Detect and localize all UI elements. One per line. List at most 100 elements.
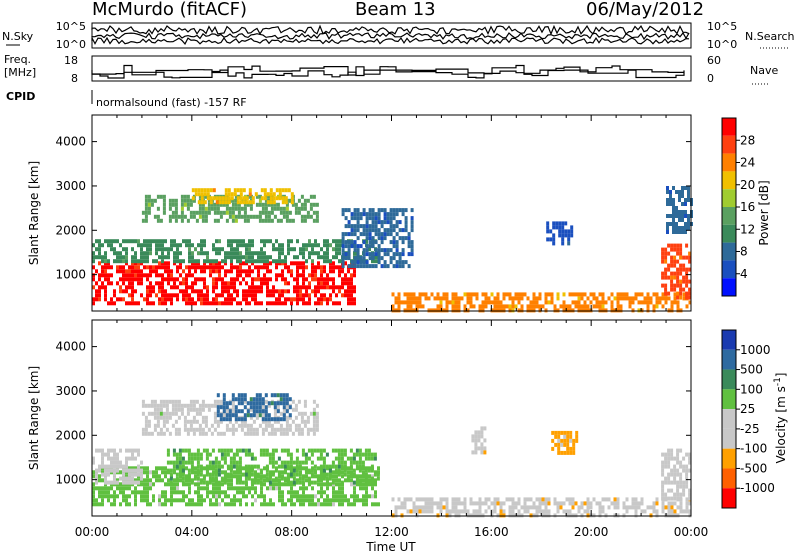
- range-gate-cell: [165, 427, 169, 432]
- range-gate-cell: [201, 206, 205, 211]
- range-gate-cell: [356, 224, 360, 229]
- range-gate-cell: [305, 474, 308, 479]
- range-gate-cell: [307, 448, 311, 453]
- range-gate-cell: [306, 427, 310, 432]
- range-gate-cell: [239, 196, 243, 201]
- range-gate-cell: [183, 214, 187, 219]
- range-gate-cell: [323, 269, 326, 274]
- cpid-label: CPID: [6, 90, 35, 103]
- range-gate-cell: [398, 260, 402, 265]
- range-gate-cell: [280, 460, 284, 465]
- range-gate-cell: [104, 255, 107, 260]
- range-gate-cell: [143, 259, 146, 264]
- range-gate-cell: [269, 289, 272, 294]
- range-gate-cell: [392, 252, 396, 257]
- range-gate-cell: [568, 497, 572, 502]
- range-gate-cell: [221, 259, 224, 264]
- range-gate-cell: [302, 273, 305, 278]
- range-gate-cell: [222, 409, 226, 414]
- range-gate-cell: [679, 464, 683, 469]
- range-gate-cell: [269, 269, 272, 274]
- range-gate-cell: [158, 285, 161, 290]
- range-gate-cell: [252, 431, 256, 436]
- range-gate-cell: [341, 470, 344, 475]
- range-gate-cell: [249, 194, 253, 199]
- range-gate-cell: [165, 415, 169, 420]
- range-gate-cell: [298, 464, 302, 469]
- freq-trace-line: [92, 69, 685, 79]
- range-gate-cell: [198, 403, 202, 408]
- noise-trace-line: [91, 36, 690, 45]
- range-gate-cell: [344, 289, 347, 294]
- range-gate-cell: [337, 464, 341, 469]
- range-gate-cell: [652, 501, 656, 506]
- range-gate-cell: [113, 293, 116, 298]
- range-gate-cell: [676, 513, 680, 518]
- range-gate-cell: [119, 243, 122, 248]
- range-gate-cell: [122, 277, 125, 282]
- range-gate-cell: [490, 308, 494, 313]
- range-gate-cell: [676, 300, 680, 305]
- range-gate-cell: [236, 293, 239, 298]
- range-gate-cell: [303, 202, 307, 207]
- range-gate-cell: [122, 476, 125, 481]
- range-gate-cell: [218, 273, 221, 278]
- range-gate-cell: [170, 277, 173, 282]
- range-gate-cell: [260, 277, 263, 282]
- range-gate-cell: [233, 251, 236, 256]
- range-gate-cell: [198, 407, 202, 412]
- range-gate-cell: [673, 496, 677, 501]
- range-gate-cell: [276, 409, 280, 414]
- range-gate-cell: [314, 239, 317, 244]
- range-gate-cell: [240, 206, 244, 211]
- range-gate-cell: [288, 198, 292, 203]
- range-gate-cell: [359, 264, 363, 269]
- range-gate-cell: [296, 490, 299, 495]
- colorbar-swatch: [722, 153, 736, 172]
- range-gate-cell: [326, 285, 329, 290]
- range-gate-cell: [389, 228, 393, 233]
- range-gate-cell: [550, 296, 554, 301]
- range-gate-cell: [290, 269, 293, 274]
- range-gate-cell: [203, 486, 206, 491]
- range-gate-cell: [140, 498, 143, 503]
- range-gate-cell: [205, 448, 209, 453]
- range-gate-cell: [365, 228, 369, 233]
- range-gate-cell: [217, 448, 221, 453]
- range-gate-cell: [131, 456, 134, 461]
- range-gate-cell: [567, 241, 571, 246]
- range-gate-cell: [119, 289, 122, 294]
- range-gate-cell: [131, 452, 134, 457]
- range-gate-cell: [223, 448, 227, 453]
- range-gate-cell: [260, 239, 263, 244]
- range-gate-cell: [377, 232, 381, 237]
- range-gate-cell: [152, 482, 155, 487]
- range-gate-cell: [128, 281, 131, 286]
- range-gate-cell: [442, 296, 446, 301]
- range-gate-cell: [221, 470, 224, 475]
- range-gate-cell: [204, 403, 208, 408]
- range-gate-cell: [634, 497, 638, 502]
- range-gate-cell: [664, 476, 668, 481]
- range-gate-cell: [508, 296, 512, 301]
- range-gate-cell: [383, 220, 387, 225]
- range-gate-cell: [269, 261, 272, 266]
- range-gate-cell: [487, 497, 491, 502]
- range-gate-cell: [291, 399, 295, 404]
- range-gate-cell: [511, 300, 515, 305]
- range-gate-cell: [173, 277, 176, 282]
- range-gate-cell: [236, 265, 239, 270]
- range-gate-cell: [162, 431, 166, 436]
- colorbar-tick-label: 1000: [740, 343, 771, 357]
- range-gate-cell: [260, 196, 264, 201]
- range-gate-cell: [119, 448, 122, 453]
- range-gate-cell: [469, 304, 473, 309]
- range-gate-cell: [174, 411, 178, 416]
- range-gate-cell: [577, 505, 581, 510]
- range-gate-cell: [424, 501, 428, 506]
- range-gate-cell: [240, 417, 244, 422]
- range-gate-cell: [252, 427, 256, 432]
- range-gate-cell: [255, 405, 259, 410]
- range-gate-cell: [215, 251, 218, 256]
- noise-traces: [91, 24, 690, 45]
